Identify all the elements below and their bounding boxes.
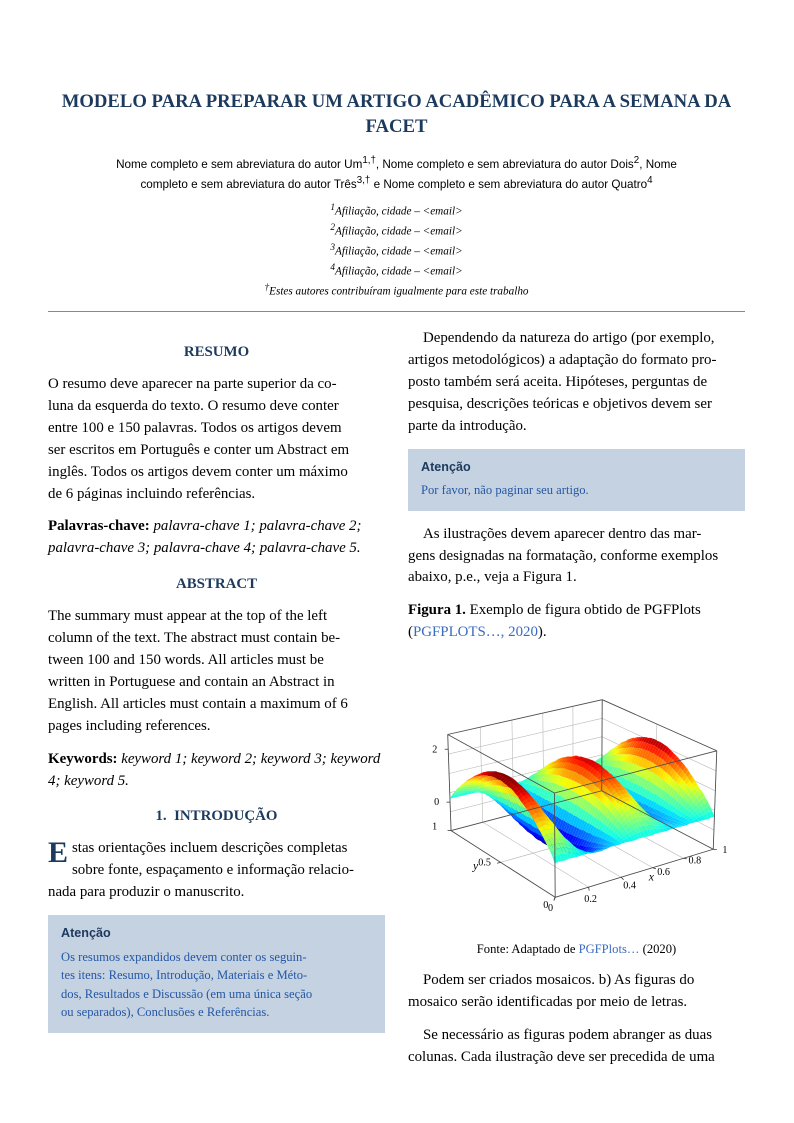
- svg-text:x: x: [648, 871, 655, 884]
- svg-text:0: 0: [543, 900, 548, 911]
- svg-text:0.2: 0.2: [584, 894, 597, 905]
- svg-text:1: 1: [722, 845, 727, 856]
- svg-text:0: 0: [434, 797, 439, 808]
- svg-text:0.4: 0.4: [623, 881, 636, 892]
- svg-text:0.8: 0.8: [689, 856, 702, 867]
- svg-text:0.5: 0.5: [478, 858, 491, 869]
- svg-text:2: 2: [432, 745, 437, 756]
- svg-text:1: 1: [432, 822, 437, 833]
- svg-text:0.6: 0.6: [657, 867, 670, 878]
- svg-text:0: 0: [548, 903, 553, 914]
- svg-text:y: y: [472, 860, 479, 873]
